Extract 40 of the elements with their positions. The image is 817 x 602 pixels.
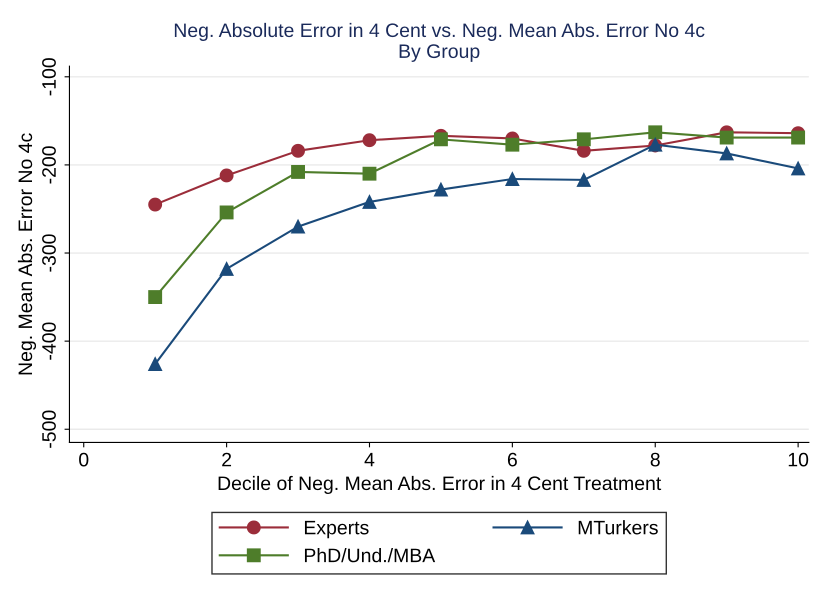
x-tick-label: 0 (79, 452, 88, 466)
y-tick-label: -200 (42, 146, 56, 184)
y-tick-label: -100 (42, 58, 56, 96)
point (505, 172, 520, 186)
y-tick-label: -500 (42, 410, 56, 448)
point (291, 144, 305, 158)
point (291, 220, 305, 234)
point (148, 198, 162, 212)
legend-label: PhD/Und./MBA (304, 548, 436, 562)
point (220, 262, 234, 276)
x-axis-title: Decile of Neg. Mean Abs. Error in 4 Cent Treatment (218, 476, 662, 494)
y-tick-label: -400 (42, 322, 56, 360)
point (720, 130, 734, 145)
point (505, 138, 520, 152)
point (220, 168, 234, 182)
chart-title: Neg. Absolute Error in 4 Cent vs. Neg. Mean Abs. Error No 4c By Group (174, 22, 705, 62)
point (434, 132, 448, 146)
point (220, 206, 234, 220)
x-tick-label: 10 (788, 452, 808, 466)
point (362, 166, 376, 181)
x-tick-label: 6 (508, 452, 517, 466)
legend-label: MTurkers (578, 520, 658, 534)
y-tick-label: -300 (42, 234, 56, 272)
point (362, 133, 376, 148)
point (576, 172, 591, 187)
point (148, 290, 162, 304)
x-tick-label: 2 (222, 452, 232, 466)
x-tick-label: 8 (650, 452, 660, 466)
point (434, 182, 448, 197)
point (291, 165, 305, 179)
legend-label: Experts (304, 520, 369, 538)
point (791, 130, 806, 145)
point (362, 194, 376, 209)
point (576, 132, 591, 146)
point (148, 357, 162, 371)
point (648, 125, 662, 140)
point (791, 161, 806, 176)
x-tick-label: 4 (364, 452, 374, 466)
y-axis-title: Neg. Mean Abs. Error No 4c (18, 133, 36, 374)
point (720, 146, 734, 160)
